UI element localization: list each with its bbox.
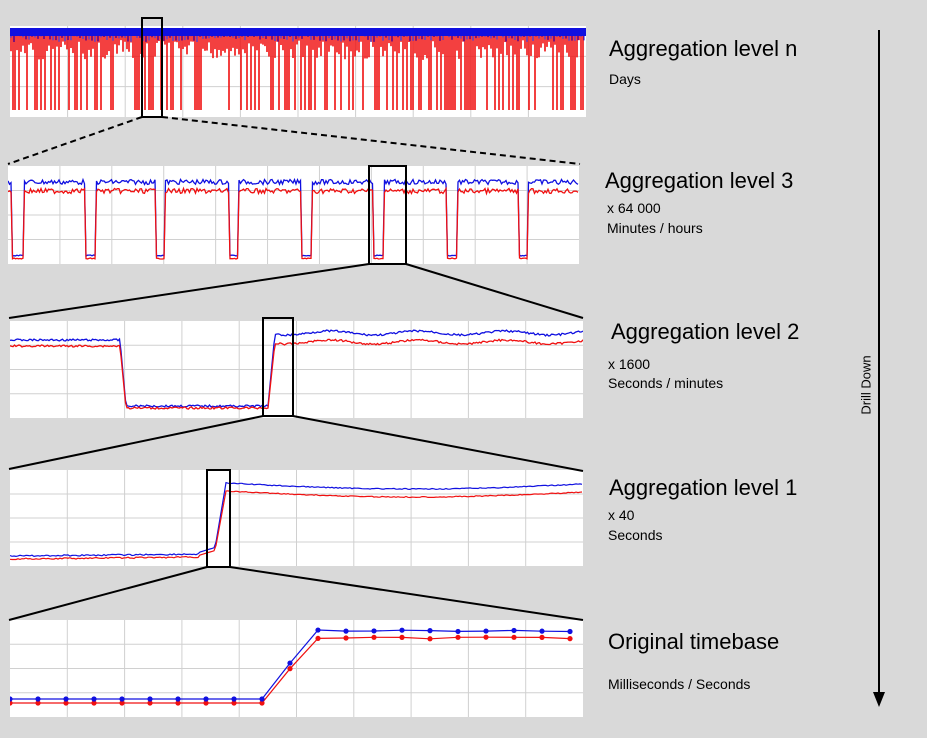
original-red-marker — [539, 634, 545, 640]
original-red-marker — [427, 636, 433, 642]
original-blue-marker — [35, 696, 41, 702]
original-red-marker — [175, 700, 181, 706]
original-blue-marker — [119, 696, 125, 702]
connector-2-right — [292, 415, 584, 472]
level-1-factor: x 40 — [608, 507, 635, 523]
panel-level-2-series — [10, 329, 583, 410]
original-blue-marker — [147, 696, 153, 702]
level-1-title: Aggregation level 1 — [609, 475, 798, 500]
original-blue-marker — [91, 696, 97, 702]
level-3-blue-series — [8, 177, 579, 258]
level-2-title: Aggregation level 2 — [611, 319, 800, 344]
original-blue-marker — [371, 628, 377, 634]
original-blue-marker — [259, 696, 265, 702]
panel-level-3-series — [8, 177, 579, 260]
original-red-marker — [511, 634, 517, 640]
original-red-marker — [315, 635, 321, 642]
original-red-marker — [483, 634, 489, 640]
original-blue-marker — [483, 628, 489, 634]
original-blue-marker — [539, 628, 545, 634]
drill-down-arrow-head — [873, 692, 885, 707]
level-2-red-series — [10, 338, 583, 410]
original-blue-marker — [287, 660, 293, 666]
panel-level-3 — [8, 166, 579, 264]
original-blue-marker — [63, 696, 69, 702]
connector-n-left — [7, 116, 143, 165]
panel-original-series — [10, 627, 573, 706]
level-n-title: Aggregation level n — [609, 36, 798, 61]
level-2-unit: Seconds / minutes — [608, 375, 724, 391]
original-unit: Milliseconds / Seconds — [608, 676, 751, 692]
level-1-unit: Seconds — [608, 527, 663, 543]
original-red-marker — [147, 700, 153, 706]
original-blue-marker — [315, 627, 321, 633]
zoom-box-level-1 — [206, 469, 231, 568]
zoom-box-level-2 — [262, 317, 294, 417]
panel-level-n — [10, 26, 586, 117]
original-red-marker — [371, 634, 377, 640]
original-red-marker — [343, 635, 349, 641]
original-red-marker — [455, 634, 461, 640]
panel-level-2 — [10, 321, 583, 418]
connector-n-right — [161, 116, 581, 165]
original-blue-marker — [567, 628, 573, 635]
original-red-marker — [63, 700, 69, 706]
original-blue-marker — [343, 628, 349, 634]
original-red-marker — [35, 700, 41, 706]
original-red-marker — [287, 666, 293, 672]
level-3-red-series — [8, 186, 579, 260]
original-blue-marker — [10, 696, 13, 702]
level-1-blue-series — [10, 481, 583, 558]
panel-level-n-series — [10, 28, 586, 110]
original-blue-marker — [203, 696, 209, 702]
panel-level-1-series — [10, 481, 583, 561]
original-red-marker — [91, 700, 97, 706]
panel-level-1 — [10, 470, 583, 566]
connector-3-left — [8, 263, 370, 319]
original-blue-marker — [455, 628, 461, 635]
connector-2-left — [8, 415, 264, 470]
original-red-marker — [567, 636, 573, 642]
original-title: Original timebase — [608, 629, 780, 654]
original-red-marker — [399, 634, 405, 640]
zoom-box-level-3 — [368, 165, 407, 265]
level-n-blue-band — [10, 28, 586, 36]
original-red-marker — [259, 700, 265, 706]
level-n-unit: Days — [609, 71, 641, 87]
level-2-factor: x 1600 — [608, 356, 651, 372]
zoom-box-level-n — [141, 17, 163, 118]
original-blue-marker — [399, 627, 405, 633]
connector-1-left — [8, 566, 208, 621]
level-3-unit: Minutes / hours — [607, 220, 703, 236]
level-3-title: Aggregation level 3 — [605, 168, 794, 193]
level-1-red-series — [10, 490, 583, 561]
original-red-marker — [203, 700, 209, 706]
level-3-factor: x 64 000 — [607, 200, 661, 216]
panel-original-timebase — [10, 620, 583, 717]
connector-1-right — [229, 566, 584, 621]
connector-3-right — [405, 263, 584, 319]
original-blue-marker — [427, 628, 433, 634]
original-red-marker — [119, 700, 125, 706]
panel-original-grid — [10, 620, 583, 717]
original-blue-marker — [175, 696, 181, 702]
original-red-marker — [10, 700, 13, 706]
original-red-marker — [231, 700, 237, 706]
original-blue-marker — [511, 627, 517, 634]
level-2-blue-series — [10, 329, 583, 408]
panel-level-2-grid — [10, 321, 583, 418]
original-blue-marker — [231, 696, 237, 702]
drill-down-label: Drill Down — [858, 355, 874, 415]
